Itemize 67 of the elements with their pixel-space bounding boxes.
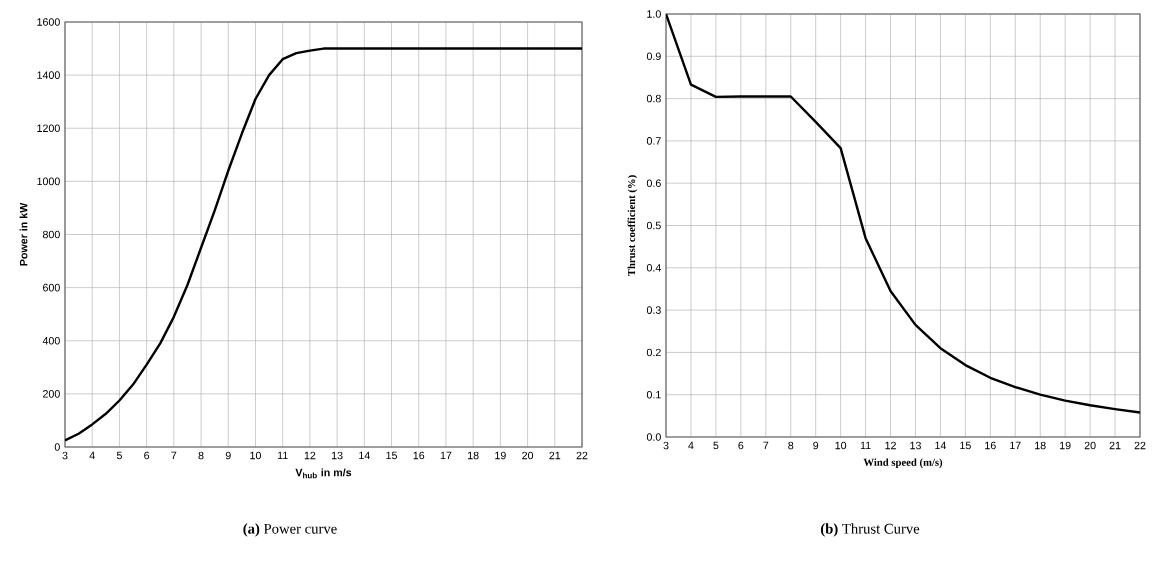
x-tick-label: 20 — [1084, 441, 1096, 450]
y-tick-label: 1000 — [37, 177, 60, 186]
x-tick-label: 19 — [1060, 441, 1071, 450]
x-tick-label: 14 — [359, 451, 370, 460]
y-tick-label: 0.6 — [646, 179, 661, 187]
y-tick-label: 0.0 — [646, 433, 661, 441]
y-tick-label: 200 — [43, 390, 60, 398]
x-tick-label: 10 — [835, 441, 847, 450]
text: (a) Power curve — [243, 523, 337, 537]
y-tick-label: 0 — [54, 443, 60, 451]
x-tick-label: 8 — [198, 451, 204, 460]
y-tick-label: 0.8 — [646, 94, 661, 103]
x-tick-label: 7 — [171, 451, 177, 460]
x-tick-label: 11 — [860, 441, 871, 450]
x-tick-label: 5 — [116, 451, 122, 460]
x-tick-label: 22 — [1134, 441, 1146, 450]
x-tick-label: 18 — [468, 451, 479, 460]
x-tick-label: 15 — [960, 441, 971, 450]
x-tick-label: 3 — [663, 441, 669, 450]
y-tick-label: 0.3 — [646, 306, 661, 314]
x-tick-label: 13 — [331, 451, 343, 460]
x-tick-label: 12 — [885, 441, 896, 450]
x-tick-label: 15 — [386, 451, 398, 460]
y-tick-label: 400 — [42, 336, 60, 345]
x-tick-label: 6 — [738, 441, 744, 450]
x-tick-label: 4 — [89, 451, 95, 460]
y-tick-label: 0.9 — [646, 52, 661, 61]
x-axis-title: Wind speed (m/s) — [863, 458, 943, 469]
y-tick-label: 0.4 — [646, 264, 661, 272]
x-tick-label: 22 — [576, 451, 588, 460]
y-tick-label: 0.1 — [646, 390, 661, 399]
x-tick-label: 3 — [62, 451, 68, 460]
x-tick-label: 21 — [549, 451, 561, 460]
x-tick-label: 17 — [1010, 441, 1021, 450]
x-tick-label: 4 — [688, 441, 694, 450]
y-tick-label: 1400 — [37, 71, 60, 79]
y-tick-label: 0.2 — [646, 348, 661, 357]
x-tick-label: 17 — [440, 451, 452, 460]
x-tick-label: 12 — [304, 451, 316, 460]
x-tick-label: 7 — [763, 441, 769, 450]
y-tick-label: 1.0 — [647, 10, 661, 18]
y-tick-label: 0.7 — [646, 137, 661, 145]
y-tick-label: 800 — [42, 230, 60, 239]
x-tick-label: 8 — [788, 441, 794, 450]
x-tick-label: 10 — [250, 451, 261, 460]
y-axis-title: Thrust coefficient (%) — [627, 175, 638, 276]
y-tick-label: 600 — [43, 283, 60, 292]
x-tick-label: 21 — [1109, 441, 1121, 450]
x-tick-label: 13 — [910, 441, 921, 450]
x-tick-label: 19 — [495, 451, 506, 460]
x-tick-label: 5 — [713, 441, 719, 450]
x-tick-label: 9 — [225, 451, 231, 460]
x-tick-label: 9 — [813, 441, 819, 450]
x-tick-label: 11 — [277, 451, 288, 460]
y-tick-label: 1600 — [37, 18, 60, 26]
x-tick-label: 14 — [935, 441, 947, 450]
x-axis-title: V$_{hub}$ in m/s — [295, 468, 352, 479]
x-tick-label: 16 — [985, 441, 996, 450]
x-tick-label: 16 — [413, 451, 425, 460]
y-axis-title: Power in kW — [19, 202, 28, 266]
text: (b) Thrust Curve — [820, 523, 920, 537]
x-tick-label: 6 — [144, 451, 150, 460]
x-tick-label: 18 — [1035, 441, 1046, 450]
y-tick-label: 1200 — [37, 124, 60, 133]
line-series — [65, 47, 583, 442]
x-tick-label: 20 — [522, 451, 534, 460]
y-tick-label: 0.5 — [646, 221, 661, 230]
